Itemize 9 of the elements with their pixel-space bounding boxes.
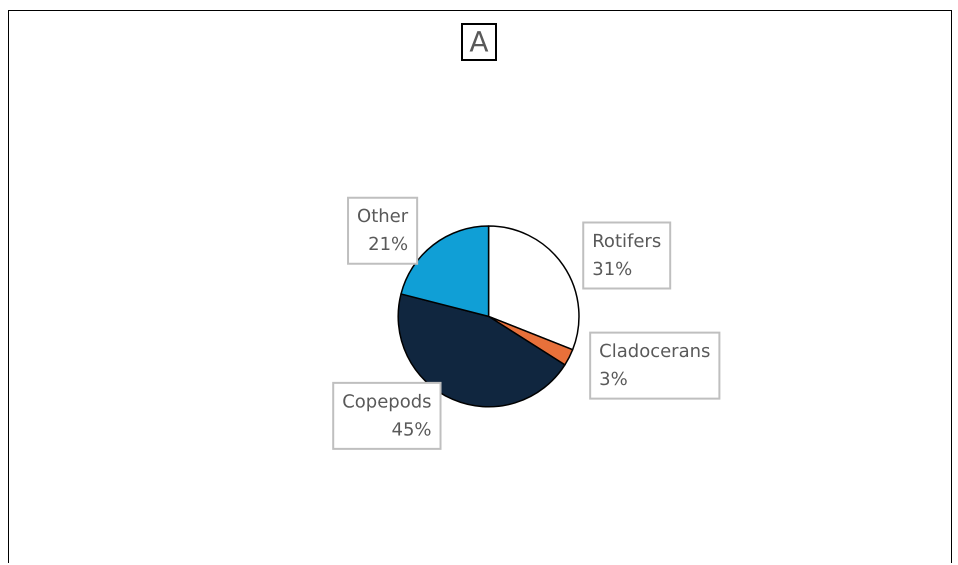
data-label: 31%	[592, 258, 632, 280]
data-label: 3%	[599, 369, 628, 390]
slice-label: Cladocerans	[599, 341, 710, 362]
slice-label: Rotifers	[592, 230, 662, 252]
slice-label: Copepods	[342, 391, 432, 412]
data-label: 21%	[368, 234, 408, 256]
chart-title: A	[469, 26, 489, 58]
slice-label: Other	[357, 206, 409, 228]
data-label: 45%	[392, 419, 432, 440]
